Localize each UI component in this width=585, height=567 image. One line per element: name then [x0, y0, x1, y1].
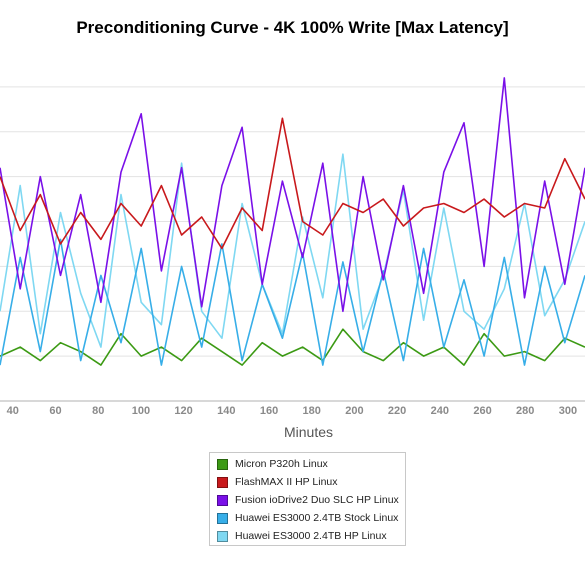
legend-swatch [217, 530, 228, 542]
x-tick-label: 180 [303, 405, 321, 417]
legend-swatch [217, 476, 228, 488]
x-tick-label: 40 [7, 405, 19, 417]
x-tick-label: 140 [217, 405, 235, 417]
series-lines [0, 77, 585, 366]
legend-label: FlashMAX II HP Linux [235, 476, 338, 488]
legend-label: Fusion ioDrive2 Duo SLC HP Linux [235, 494, 399, 506]
x-tick-label: 80 [92, 405, 104, 417]
x-tick-label: 300 [559, 405, 577, 417]
x-tick-label: 100 [132, 405, 150, 417]
legend: Micron P320h Linux FlashMAX II HP Linux Fu… [209, 452, 406, 546]
x-tick-label: 160 [260, 405, 278, 417]
legend-swatch [217, 458, 228, 470]
x-tick-label: 200 [345, 405, 363, 417]
series-line-3 [0, 238, 585, 366]
x-tick-label: 260 [473, 405, 491, 417]
series-line-0 [0, 328, 585, 366]
legend-item[interactable]: Micron P320h Linux [210, 455, 405, 473]
x-tick-label: 120 [174, 405, 192, 417]
series-line-1 [0, 117, 585, 250]
legend-swatch [217, 494, 228, 506]
legend-label: Huawei ES3000 2.4TB Stock Linux [235, 512, 399, 524]
x-axis-title: Minutes [284, 424, 334, 440]
x-tick-label: 60 [49, 405, 61, 417]
legend-label: Huawei ES3000 2.4TB HP Linux [235, 530, 387, 542]
legend-swatch [217, 512, 228, 524]
series-line-2 [0, 77, 585, 313]
legend-item[interactable]: Fusion ioDrive2 Duo SLC HP Linux [210, 491, 405, 509]
legend-label: Micron P320h Linux [235, 458, 328, 470]
x-tick-label: 240 [431, 405, 449, 417]
x-tick-label: 220 [388, 405, 406, 417]
chart-title: Preconditioning Curve - 4K 100% Write [M… [76, 18, 509, 37]
x-tick-labels: 40 60 80 100 120 140 160 180 200 220 240 260 280 300 [7, 405, 577, 417]
legend-item[interactable]: Huawei ES3000 2.4TB HP Linux [210, 527, 405, 545]
series-line-4 [0, 153, 585, 348]
legend-item[interactable]: FlashMAX II HP Linux [210, 473, 405, 491]
legend-item[interactable]: Huawei ES3000 2.4TB Stock Linux [210, 509, 405, 527]
x-tick-label: 280 [516, 405, 534, 417]
